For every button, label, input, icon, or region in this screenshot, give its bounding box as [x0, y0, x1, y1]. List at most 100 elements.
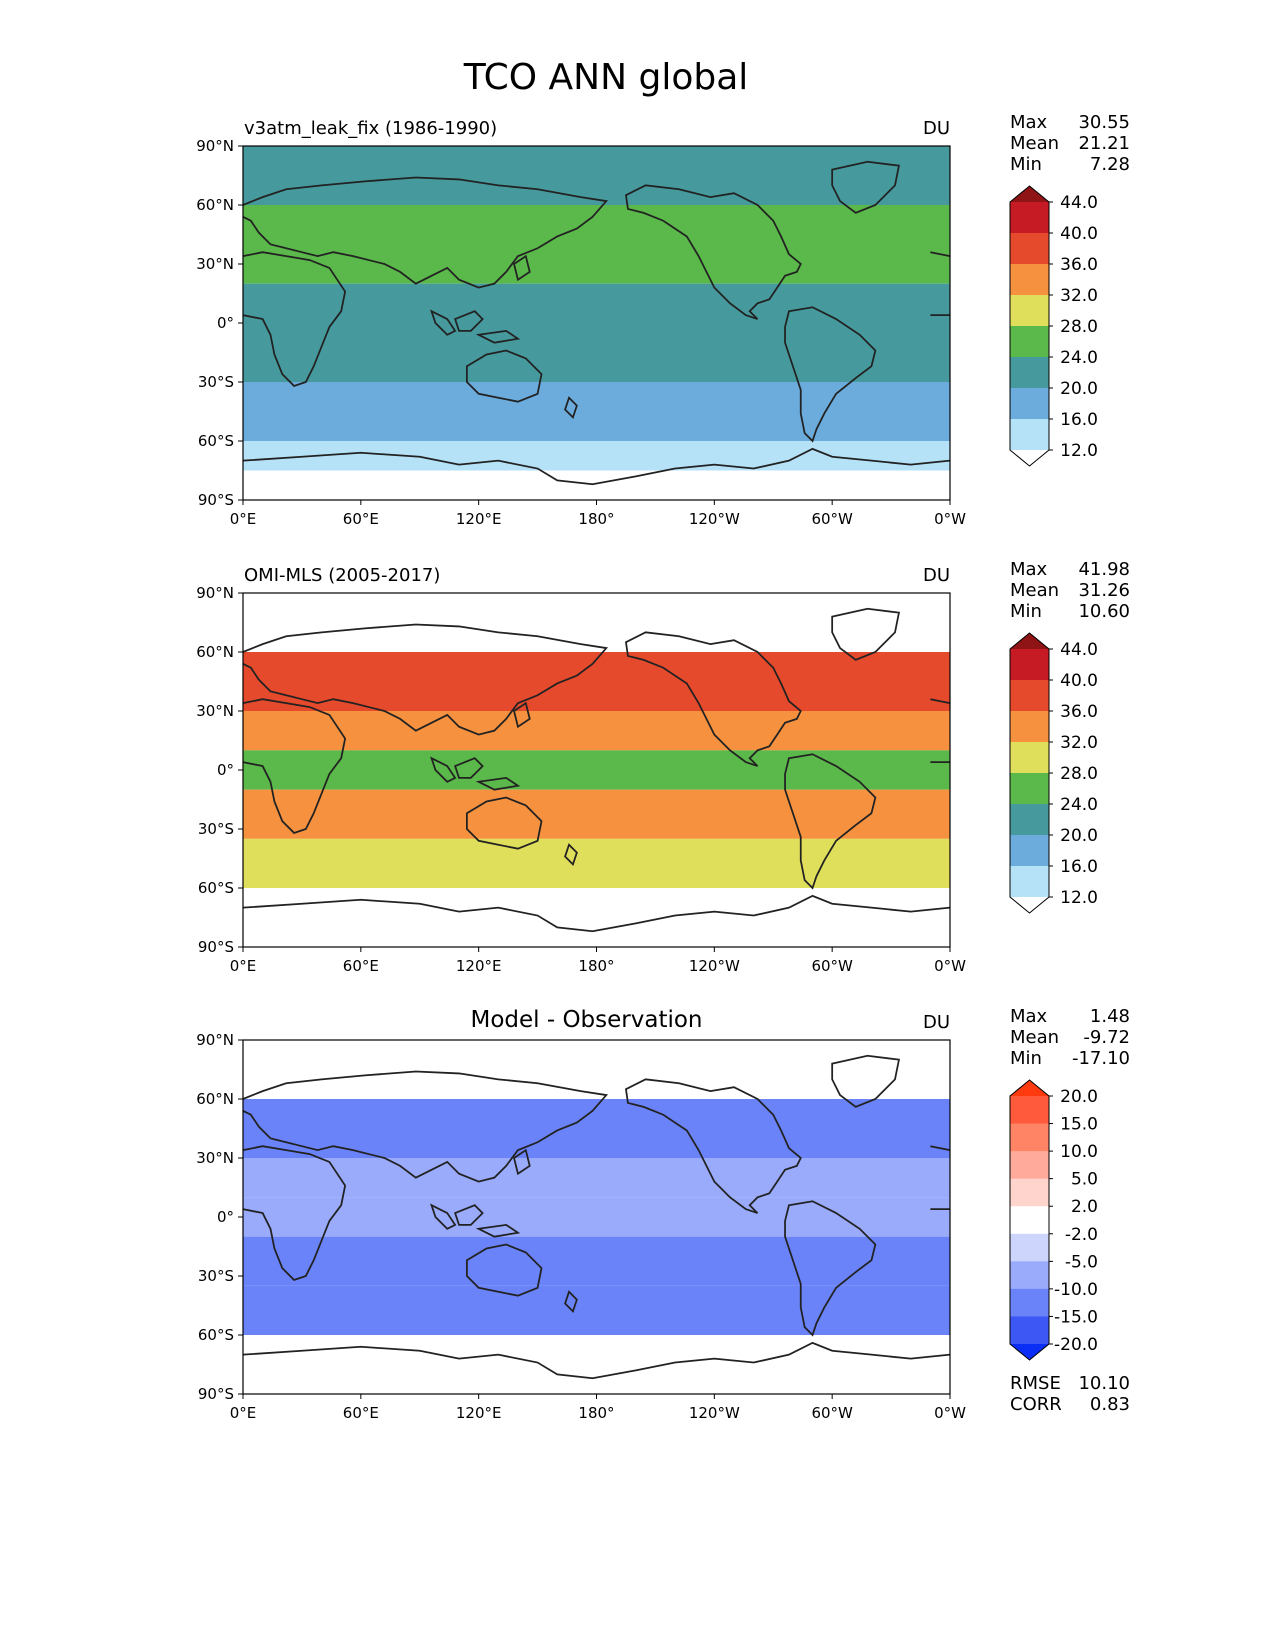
lat-tick-label: 60°N — [196, 1090, 234, 1108]
colorbar-extend-bottom — [1010, 450, 1049, 466]
colorbar-bin — [1010, 233, 1049, 265]
stat-label: Min — [1010, 1048, 1042, 1069]
lat-tick-label: 0° — [217, 761, 234, 779]
stat-label: Mean — [1010, 1027, 1059, 1048]
lon-tick-label: 120°W — [689, 1404, 740, 1422]
extra-stat-value: 0.83 — [1090, 1394, 1130, 1415]
extra-stat-label: CORR — [1010, 1394, 1062, 1415]
colorbar-bin — [1010, 388, 1049, 420]
colorbar-bin — [1010, 742, 1049, 774]
lat-tick-label: 30°S — [198, 1267, 234, 1285]
colorbar-extend-bottom — [1010, 897, 1049, 913]
stat-value: 30.55 — [1078, 112, 1130, 133]
stat-value: -9.72 — [1083, 1027, 1130, 1048]
stat-label: Min — [1010, 154, 1042, 175]
stat-label: Min — [1010, 601, 1042, 622]
lon-tick-label: 0°W — [934, 957, 966, 975]
lon-tick-label: 60°E — [343, 1404, 379, 1422]
lon-tick-label: 0°E — [230, 957, 257, 975]
colorbar-tick-label: 44.0 — [1060, 193, 1098, 213]
colorbar-tick-label: -5.0 — [1065, 1252, 1098, 1272]
colorbar-bin — [1010, 1233, 1049, 1262]
field-band — [243, 1099, 950, 1158]
stat-value: 7.28 — [1090, 154, 1130, 175]
lon-tick-label: 120°W — [689, 957, 740, 975]
lat-tick-label: 90°N — [196, 584, 234, 602]
colorbar-tick-label: 44.0 — [1060, 640, 1098, 660]
colorbar-tick-label: 24.0 — [1060, 348, 1098, 368]
lon-tick-label: 0°W — [934, 510, 966, 528]
stat-value: 41.98 — [1078, 559, 1130, 580]
lat-tick-label: 90°S — [198, 938, 234, 956]
colorbar-bin — [1010, 326, 1049, 358]
lon-tick-label: 0°E — [230, 510, 257, 528]
colorbar-extend-top — [1010, 633, 1049, 649]
lon-tick-label: 180° — [578, 1404, 614, 1422]
lon-tick-label: 60°E — [343, 510, 379, 528]
stat-value: 21.21 — [1078, 133, 1130, 154]
lat-tick-label: 30°N — [196, 255, 234, 273]
colorbar-tick-label: 16.0 — [1060, 857, 1098, 877]
colorbar-bin — [1010, 1206, 1049, 1235]
panel-left-title: v3atm_leak_fix (1986-1990) — [244, 118, 497, 139]
field-band — [243, 1158, 950, 1198]
colorbar-bin — [1010, 1316, 1049, 1345]
field-band — [243, 750, 950, 790]
colorbar-bin — [1010, 804, 1049, 836]
colorbar-tick-label: 16.0 — [1060, 410, 1098, 430]
stat-label: Max — [1010, 1006, 1048, 1027]
stat-value: 10.60 — [1078, 601, 1130, 622]
lon-tick-label: 60°E — [343, 957, 379, 975]
colorbar-extend-bottom — [1010, 1344, 1049, 1360]
lon-tick-label: 180° — [578, 957, 614, 975]
colorbar: 20.0 15.0 10.0 5.0 2.0 -2.0 -5.0 -10.0 -15.0 -20.… — [1009, 1079, 1098, 1361]
field-band — [243, 470, 950, 500]
colorbar-tick-label: -2.0 — [1065, 1225, 1098, 1245]
panel-units: DU — [923, 118, 950, 139]
colorbar-bin — [1010, 357, 1049, 389]
colorbar-tick-label: -20.0 — [1054, 1335, 1098, 1355]
field-band — [243, 1236, 950, 1286]
lat-tick-label: 60°S — [198, 879, 234, 897]
colorbar-tick-label: 28.0 — [1060, 317, 1098, 337]
field-band — [243, 789, 950, 839]
colorbar-tick-label: 15.0 — [1060, 1115, 1098, 1135]
panel-units: DU — [923, 1012, 950, 1033]
lat-tick-label: 90°N — [196, 1031, 234, 1049]
colorbar-bin — [1010, 711, 1049, 743]
panel-left-title: OMI-MLS (2005-2017) — [244, 565, 440, 586]
lon-tick-label: 120°E — [456, 510, 502, 528]
colorbar-tick-label: 40.0 — [1060, 224, 1098, 244]
field-band — [243, 382, 950, 441]
colorbar-tick-label: 32.0 — [1060, 286, 1098, 306]
lat-tick-label: 60°N — [196, 643, 234, 661]
lon-tick-label: 120°W — [689, 510, 740, 528]
lon-tick-label: 120°E — [456, 1404, 502, 1422]
colorbar-tick-label: 12.0 — [1060, 441, 1098, 461]
colorbar-tick-label: 20.0 — [1060, 379, 1098, 399]
colorbar-tick-label: 5.0 — [1071, 1170, 1098, 1190]
figure-title: TCO ANN global — [463, 57, 749, 98]
colorbar-bin — [1010, 419, 1049, 451]
colorbar-tick-label: -10.0 — [1054, 1280, 1098, 1300]
colorbar-tick-label: 28.0 — [1060, 764, 1098, 784]
colorbar-tick-label: 24.0 — [1060, 795, 1098, 815]
lat-tick-label: 90°N — [196, 137, 234, 155]
lon-tick-label: 60°W — [811, 510, 853, 528]
colorbar-bin — [1010, 1288, 1049, 1317]
lat-tick-label: 60°N — [196, 196, 234, 214]
lat-tick-label: 0° — [217, 1208, 234, 1226]
colorbar-bin — [1010, 773, 1049, 805]
stat-label: Mean — [1010, 580, 1059, 601]
colorbar: 44.0 40.0 36.0 32.0 28.0 24.0 20.0 16.0 12.0 — [1009, 632, 1098, 914]
lat-tick-label: 30°N — [196, 1149, 234, 1167]
panel-diff: 90°N 60°N 30°N 0° 30°S 60°S 90°S0°E 60°E 120°E 18… — [196, 1006, 1130, 1422]
colorbar-bin — [1010, 866, 1049, 898]
field-band — [243, 711, 950, 751]
stat-value: 1.48 — [1090, 1006, 1130, 1027]
stat-label: Mean — [1010, 133, 1059, 154]
field-band — [243, 1197, 950, 1237]
panel-units: DU — [923, 565, 950, 586]
lat-tick-label: 30°N — [196, 702, 234, 720]
extra-stat-label: RMSE — [1010, 1373, 1061, 1394]
